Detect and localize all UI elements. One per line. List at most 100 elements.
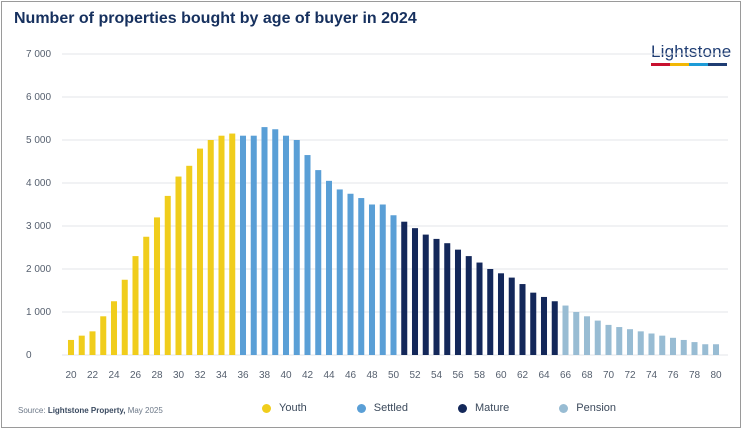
x-tick-label: 20 [65,370,77,381]
chart-title: Number of properties bought by age of bu… [14,10,417,27]
legend-label: Youth [279,402,307,414]
source-org: Lightstone Property, [47,406,126,415]
bar-age-62 [519,284,526,355]
bar-age-47 [358,198,365,355]
bar-age-76 [669,337,677,355]
bar-age-78 [691,342,698,355]
bar-age-44 [325,180,333,355]
legend-item-pension: Pension [559,402,616,414]
bar-age-31 [186,165,193,355]
bar-age-37 [250,135,257,355]
legend-dot [262,403,271,413]
lightstone-logo: Lightstone [651,42,731,66]
bar-age-34 [218,135,225,355]
bar-age-61 [508,277,515,355]
bar-age-42 [304,155,311,355]
source-label: Source: [18,406,46,415]
legend-label: Pension [576,402,617,414]
bar-age-65 [551,301,558,355]
legend-dot [559,403,569,413]
bar-age-69 [594,320,601,355]
x-tick-label: 26 [130,370,142,381]
logo-color-bar [651,63,727,66]
x-tick-label: 46 [345,370,357,381]
x-tick-label: 80 [710,370,722,381]
x-tick-label: 30 [173,370,185,381]
x-tick-label: 34 [216,370,228,381]
bar-age-54 [433,238,440,355]
bar-age-20 [67,339,75,355]
legend-item-youth: Youth [262,402,307,414]
x-tick-label: 56 [452,370,464,381]
x-tick-label: 78 [689,370,701,381]
source-date: May 2025 [127,406,163,415]
bar-age-77 [680,339,687,355]
bar-age-48 [368,204,376,355]
bar-age-49 [379,204,386,355]
bar-age-57 [465,256,472,355]
x-tick-label: 50 [388,370,400,381]
bar-age-80 [712,344,720,355]
bar-age-60 [497,273,505,355]
bar-age-75 [659,335,666,355]
bar-age-45 [336,189,343,355]
bar-age-73 [637,331,644,355]
x-tick-label: 70 [603,370,615,381]
x-tick-label: 44 [323,370,335,381]
x-tick-label: 64 [538,370,550,381]
logo-bar-segment [708,63,727,66]
bar-age-36 [239,135,247,355]
x-tick-label: 32 [194,370,206,381]
bar-age-74 [648,333,655,355]
bar-age-33 [207,140,214,355]
bar-age-71 [616,327,623,355]
bar-age-46 [347,193,354,355]
y-tick-label: 2 000 [26,264,51,275]
bar-age-23 [100,316,107,355]
x-tick-label: 68 [581,370,593,381]
logo-bar-segment [689,63,708,66]
legend-dot [458,403,467,413]
bar-age-40 [282,135,290,355]
legend-item-settled: Settled [356,402,408,414]
x-tick-label: 24 [108,370,120,381]
x-tick-label: 42 [302,370,314,381]
y-tick-label: 0 [26,350,32,361]
y-tick-label: 6 000 [26,92,51,103]
legend-label: Settled [373,402,408,414]
x-tick-label: 60 [495,370,507,381]
bar-age-52 [411,228,419,355]
bar-age-29 [164,195,171,355]
bar-age-43 [315,170,322,355]
y-tick-label: 1 000 [26,307,51,318]
bar-age-35 [229,133,236,355]
x-tick-label: 48 [366,370,378,381]
y-tick-label: 3 000 [26,221,51,232]
logo-text: Lightstone [651,42,732,61]
x-tick-label: 52 [409,370,421,381]
bar-age-58 [476,262,483,355]
bar-age-67 [573,312,580,355]
x-tick-label: 22 [87,370,99,381]
x-tick-label: 28 [151,370,163,381]
bar-age-22 [89,331,96,355]
chart-legend: Youth Settled Mature Pension [262,402,616,414]
bar-age-24 [110,301,118,355]
x-tick-label: 58 [474,370,486,381]
legend-item-mature: Mature [458,402,509,414]
logo-bar-segment [651,63,670,66]
bar-age-50 [390,215,397,355]
bar-age-72 [626,329,634,355]
bar-age-70 [605,324,612,355]
x-tick-label: 74 [646,370,658,381]
x-tick-label: 62 [517,370,529,381]
bar-age-21 [78,335,85,355]
x-tick-label: 76 [667,370,679,381]
bar-age-26 [132,256,139,355]
bar-age-55 [444,243,451,355]
legend-dot [356,403,366,413]
bar-age-68 [583,316,591,355]
x-tick-label: 36 [237,370,249,381]
legend-label: Mature [475,402,510,414]
